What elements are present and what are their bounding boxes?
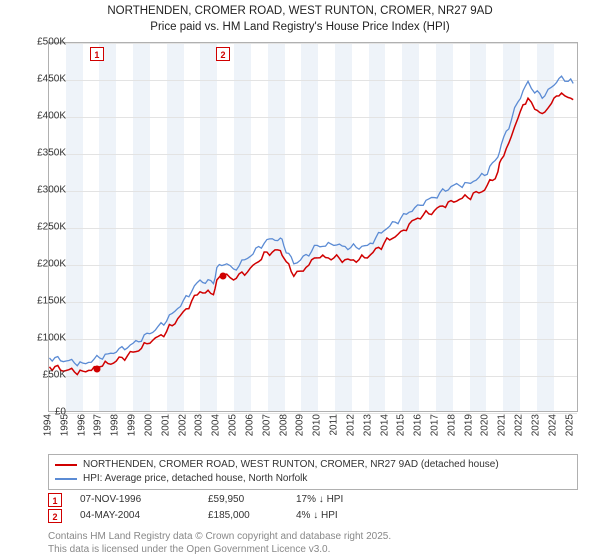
legend-box: NORTHENDEN, CROMER ROAD, WEST RUNTON, CR… bbox=[48, 454, 578, 490]
sale-marker-2: 2 bbox=[216, 47, 230, 61]
y-tick-label: £250K bbox=[24, 222, 66, 233]
sale-index-box: 1 bbox=[48, 493, 62, 507]
x-tick-label: 2001 bbox=[160, 414, 171, 436]
x-tick-label: 2005 bbox=[228, 414, 239, 436]
sale-date: 07-NOV-1996 bbox=[80, 492, 190, 508]
x-tick-label: 1995 bbox=[59, 414, 70, 436]
address-line bbox=[49, 93, 573, 375]
x-tick-label: 2017 bbox=[429, 414, 440, 436]
x-tick-label: 2009 bbox=[295, 414, 306, 436]
x-tick-label: 2024 bbox=[547, 414, 558, 436]
x-tick-label: 2020 bbox=[480, 414, 491, 436]
x-tick-label: 2021 bbox=[497, 414, 508, 436]
x-tick-label: 1997 bbox=[93, 414, 104, 436]
legend-label: HPI: Average price, detached house, Nort… bbox=[83, 472, 307, 486]
x-tick-label: 1996 bbox=[76, 414, 87, 436]
footnote-line-1: Contains HM Land Registry data © Crown c… bbox=[48, 530, 391, 543]
x-tick-label: 1998 bbox=[110, 414, 121, 436]
y-tick-label: £400K bbox=[24, 111, 66, 122]
sale-vs-hpi: 4% ↓ HPI bbox=[296, 508, 386, 524]
legend-swatch bbox=[55, 478, 77, 480]
y-tick-label: £200K bbox=[24, 259, 66, 270]
footnote-line-2: This data is licensed under the Open Gov… bbox=[48, 543, 391, 556]
x-tick-label: 1994 bbox=[43, 414, 54, 436]
y-tick-label: £150K bbox=[24, 296, 66, 307]
sale-price: £59,950 bbox=[208, 492, 278, 508]
x-tick-label: 2025 bbox=[564, 414, 575, 436]
x-tick-label: 2013 bbox=[362, 414, 373, 436]
x-tick-label: 1999 bbox=[127, 414, 138, 436]
legend-label: NORTHENDEN, CROMER ROAD, WEST RUNTON, CR… bbox=[83, 458, 499, 472]
x-tick-label: 2007 bbox=[261, 414, 272, 436]
line-series-svg bbox=[49, 43, 577, 411]
x-tick-label: 2011 bbox=[329, 414, 340, 436]
x-tick-label: 2002 bbox=[177, 414, 188, 436]
y-tick-label: £500K bbox=[24, 37, 66, 48]
x-tick-label: 2000 bbox=[143, 414, 154, 436]
legend-swatch bbox=[55, 464, 77, 466]
hpi-line bbox=[49, 76, 573, 366]
y-tick-label: £350K bbox=[24, 148, 66, 159]
sale-index-box: 2 bbox=[48, 509, 62, 523]
x-tick-label: 2003 bbox=[194, 414, 205, 436]
y-tick-label: £50K bbox=[24, 370, 66, 381]
sale-row: 2 04-MAY-2004 £185,000 4% ↓ HPI bbox=[48, 508, 386, 524]
title-line-2: Price paid vs. HM Land Registry's House … bbox=[0, 20, 600, 36]
sale-point-1 bbox=[93, 365, 100, 372]
y-tick-label: £300K bbox=[24, 185, 66, 196]
data-attribution: Contains HM Land Registry data © Crown c… bbox=[48, 530, 391, 556]
sale-date: 04-MAY-2004 bbox=[80, 508, 190, 524]
x-tick-label: 2012 bbox=[345, 414, 356, 436]
title-line-1: NORTHENDEN, CROMER ROAD, WEST RUNTON, CR… bbox=[0, 4, 600, 20]
x-tick-label: 2016 bbox=[413, 414, 424, 436]
x-tick-label: 2015 bbox=[396, 414, 407, 436]
chart-title: NORTHENDEN, CROMER ROAD, WEST RUNTON, CR… bbox=[0, 0, 600, 35]
sale-point-2 bbox=[219, 273, 226, 280]
sale-price: £185,000 bbox=[208, 508, 278, 524]
x-tick-label: 2008 bbox=[278, 414, 289, 436]
legend-row: HPI: Average price, detached house, Nort… bbox=[55, 472, 571, 486]
sale-vs-hpi: 17% ↓ HPI bbox=[296, 492, 386, 508]
chart-container: NORTHENDEN, CROMER ROAD, WEST RUNTON, CR… bbox=[0, 0, 600, 560]
x-tick-label: 2006 bbox=[244, 414, 255, 436]
x-tick-label: 2023 bbox=[530, 414, 541, 436]
x-tick-label: 2019 bbox=[463, 414, 474, 436]
sales-table: 1 07-NOV-1996 £59,950 17% ↓ HPI 2 04-MAY-2004… bbox=[48, 492, 386, 524]
plot-area: 12 bbox=[48, 42, 578, 412]
sale-row: 1 07-NOV-1996 £59,950 17% ↓ HPI bbox=[48, 492, 386, 508]
x-tick-label: 2022 bbox=[514, 414, 525, 436]
x-tick-label: 2018 bbox=[446, 414, 457, 436]
y-tick-label: £450K bbox=[24, 74, 66, 85]
legend-row: NORTHENDEN, CROMER ROAD, WEST RUNTON, CR… bbox=[55, 458, 571, 472]
x-tick-label: 2014 bbox=[379, 414, 390, 436]
y-tick-label: £100K bbox=[24, 333, 66, 344]
x-tick-label: 2004 bbox=[211, 414, 222, 436]
sale-marker-1: 1 bbox=[90, 47, 104, 61]
x-tick-label: 2010 bbox=[312, 414, 323, 436]
